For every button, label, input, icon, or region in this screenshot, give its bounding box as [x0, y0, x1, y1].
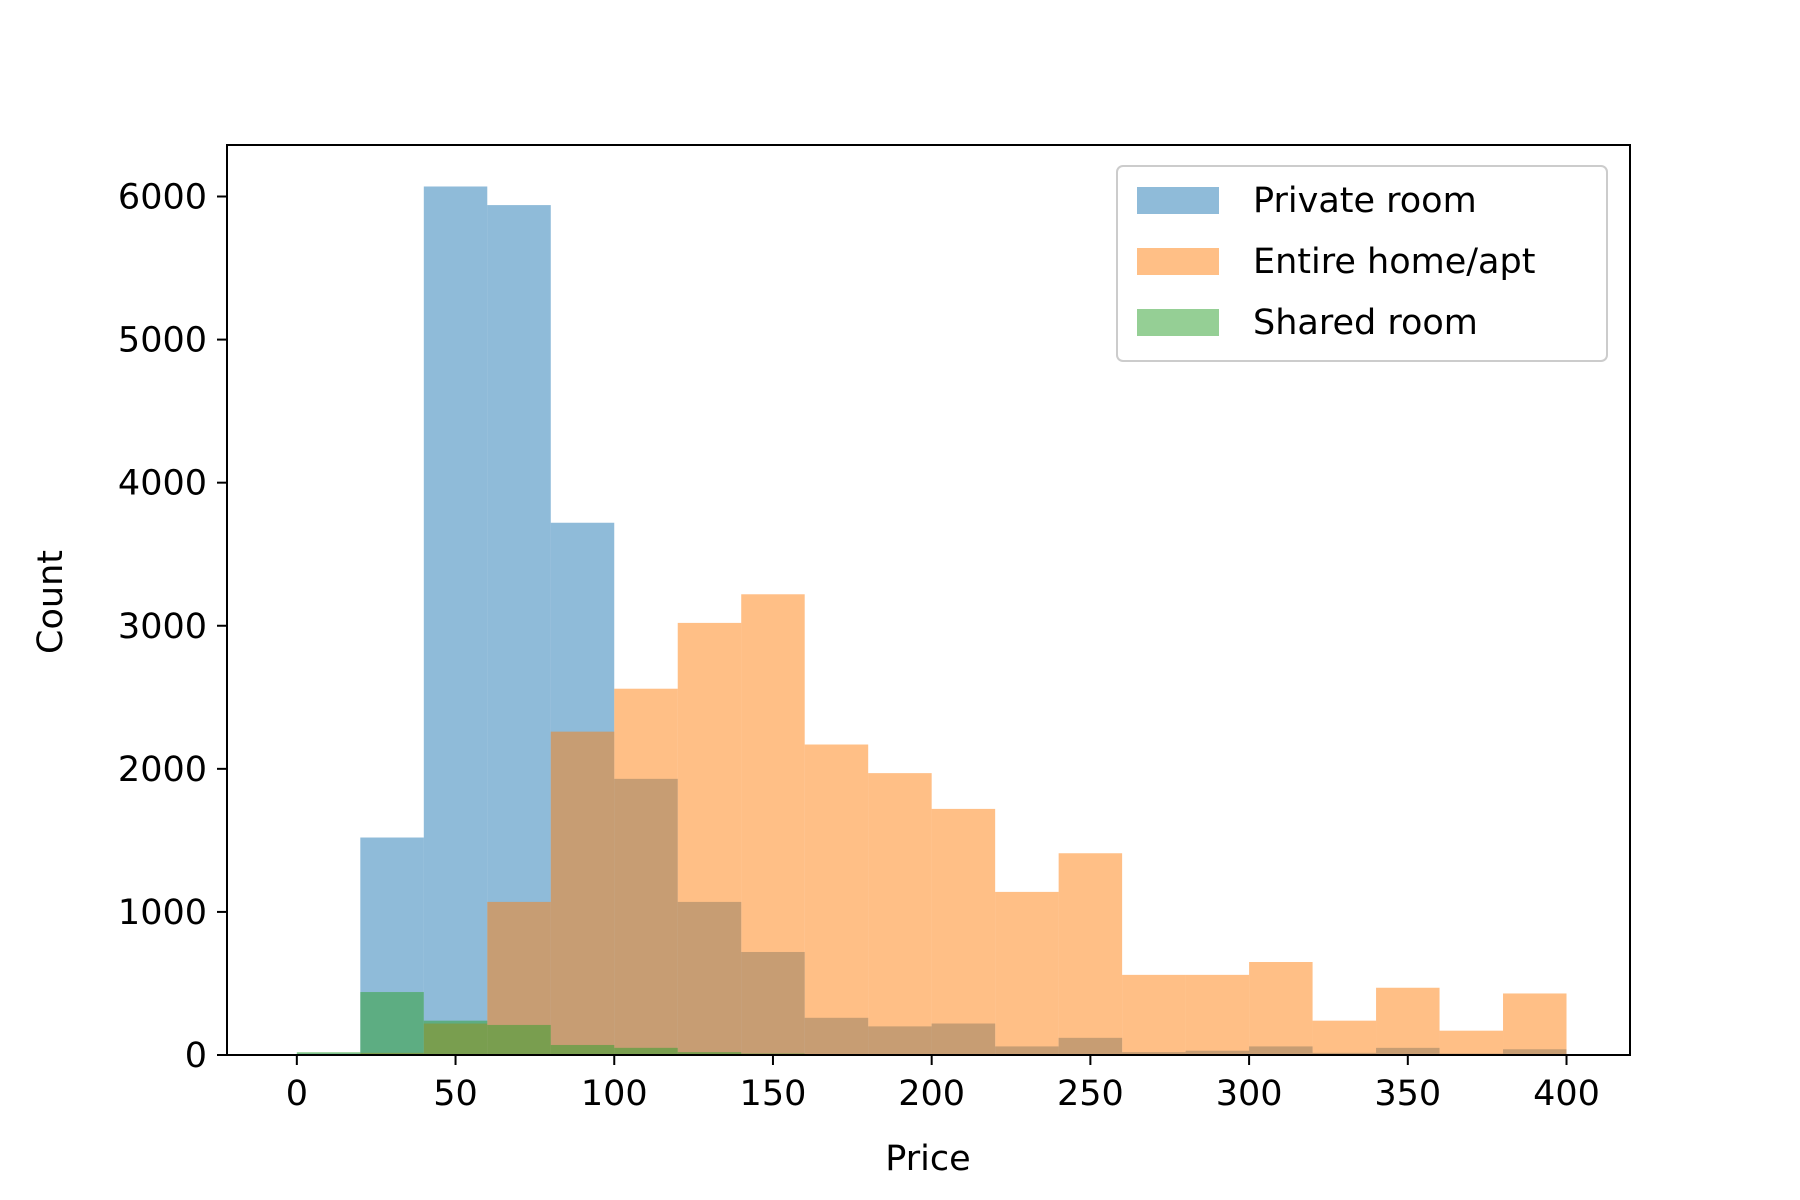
x-tick-label: 100 [581, 1074, 648, 1114]
y-tick-label: 0 [185, 1036, 207, 1076]
x-tick-label: 0 [286, 1074, 308, 1114]
histogram-bar [804, 744, 869, 1055]
histogram-bar [614, 688, 678, 1055]
histogram-bar [360, 992, 424, 1055]
x-axis-label: Price [885, 1139, 970, 1179]
histogram-bar [423, 1020, 488, 1055]
y-axis: 0 1000 2000 3000 4000 5000 6000 [118, 178, 227, 1076]
histogram-bar [487, 1024, 551, 1055]
x-tick-label: 250 [1057, 1074, 1124, 1114]
histogram-bar [296, 1052, 361, 1055]
histogram-bar [1058, 853, 1123, 1055]
series-shared-room [296, 992, 1567, 1055]
x-axis: 0 50 100 150 200 250 300 350 400 [286, 1055, 1600, 1114]
histogram-bar [868, 773, 932, 1055]
histogram-bar [931, 808, 996, 1055]
y-axis-label: Count [31, 550, 71, 654]
legend-swatch [1137, 248, 1219, 275]
x-tick-label: 200 [898, 1074, 965, 1114]
y-tick-label: 6000 [118, 178, 207, 218]
x-tick-label: 50 [433, 1074, 478, 1114]
histogram-bar [1185, 974, 1250, 1055]
histogram-bar [1122, 974, 1186, 1055]
y-tick-label: 2000 [118, 750, 207, 790]
y-tick-label: 5000 [118, 321, 207, 361]
x-tick-label: 400 [1533, 1074, 1600, 1114]
legend-label: Shared room [1253, 303, 1478, 343]
histogram-bar [550, 731, 615, 1055]
histogram-bar [995, 891, 1059, 1055]
legend-label: Private room [1253, 181, 1477, 221]
y-tick-label: 1000 [118, 893, 207, 933]
histogram-bar [1503, 993, 1567, 1055]
histogram-bar [677, 1052, 742, 1055]
histogram-bar [1439, 1030, 1504, 1055]
histogram-bar [423, 186, 488, 1056]
plot-area-frame [226, 144, 1631, 1056]
histogram-bar [1376, 987, 1440, 1055]
histogram-bar [677, 622, 742, 1055]
histogram-bar [550, 1044, 615, 1055]
x-tick-label: 350 [1374, 1074, 1441, 1114]
bars-layer [296, 186, 1567, 1056]
histogram-bar [1249, 962, 1313, 1055]
y-tick-label: 3000 [118, 607, 207, 647]
legend-swatch [1137, 187, 1219, 214]
series-entire-home-apt [296, 594, 1567, 1055]
y-tick-label: 4000 [118, 464, 207, 504]
legend-box [1116, 165, 1608, 362]
x-tick-label: 300 [1216, 1074, 1283, 1114]
histogram-bar [614, 1047, 678, 1055]
x-tick-label: 150 [740, 1074, 807, 1114]
legend-swatch [1137, 309, 1219, 336]
histogram-bar [741, 594, 805, 1055]
histogram-bar [1312, 1020, 1377, 1055]
legend: Private room Entire home/apt Shared room [1116, 165, 1608, 362]
legend-label: Entire home/apt [1253, 242, 1535, 282]
